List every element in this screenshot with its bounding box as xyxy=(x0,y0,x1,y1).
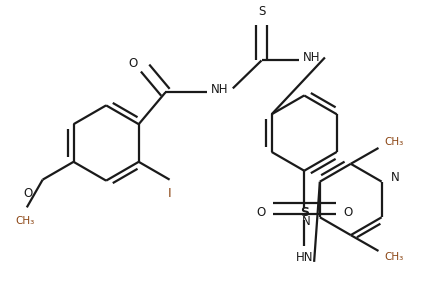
Text: CH₃: CH₃ xyxy=(385,252,404,262)
Text: O: O xyxy=(23,187,33,200)
Text: N: N xyxy=(301,215,310,228)
Text: NH: NH xyxy=(211,83,229,96)
Text: O: O xyxy=(343,206,352,219)
Text: HN: HN xyxy=(295,251,313,264)
Text: O: O xyxy=(256,206,265,219)
Text: O: O xyxy=(128,57,138,70)
Text: CH₃: CH₃ xyxy=(15,216,34,226)
Text: NH: NH xyxy=(303,51,321,64)
Text: S: S xyxy=(258,5,265,18)
Text: I: I xyxy=(168,187,171,200)
Text: N: N xyxy=(391,171,400,184)
Text: S: S xyxy=(300,206,309,219)
Text: CH₃: CH₃ xyxy=(385,137,404,147)
